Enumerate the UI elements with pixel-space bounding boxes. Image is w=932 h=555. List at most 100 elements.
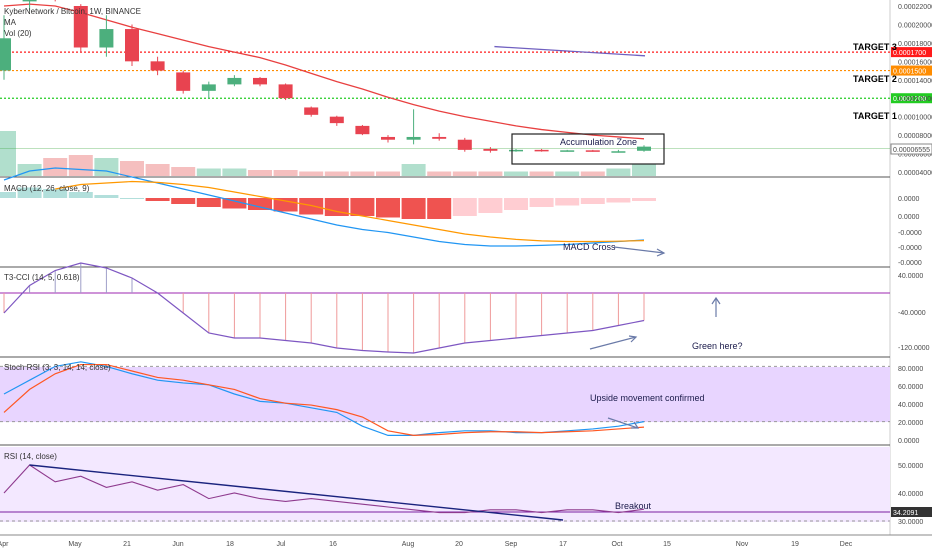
volume-bar	[555, 171, 580, 176]
macd-hist-bar	[427, 198, 452, 219]
macd-tick-label: -0.0000	[898, 260, 922, 267]
macd-hist-bar	[0, 192, 16, 198]
price-tick-label: 0.00014000	[898, 78, 932, 85]
macd-cross-arrow	[613, 246, 666, 257]
cci-tick-label: -120.0000	[898, 345, 930, 352]
stoch-tick-label: 80.0000	[898, 366, 923, 373]
x-tick-label: May	[68, 541, 82, 548]
x-tick-label: 15	[663, 541, 671, 548]
macd-hist-bar	[171, 198, 196, 204]
rsi-value-badge	[891, 507, 932, 517]
macd-hist-bar	[632, 198, 656, 201]
candle-body	[227, 77, 242, 85]
macd-hist-bar	[324, 198, 349, 216]
candle-body	[560, 150, 575, 152]
rsi-value-label: 34.2091	[893, 510, 918, 517]
x-tick-label: Aug	[402, 541, 415, 548]
stoch-tick-label: 20.0000	[898, 420, 923, 427]
price-tick-label: 0.00020000	[898, 22, 932, 29]
stoch-arrow	[607, 417, 640, 429]
stoch-pane	[0, 361, 890, 437]
volume-bar	[452, 171, 477, 176]
macd-hist-bar	[504, 198, 528, 210]
x-tick-label: 19	[791, 541, 799, 548]
target-2-label: TARGET 2	[853, 74, 897, 84]
cci-tick-label: 40.0000	[898, 273, 923, 280]
rsi-band	[0, 447, 890, 522]
volume-bar	[222, 168, 247, 176]
candle-body	[406, 136, 421, 140]
volume-bar	[120, 161, 144, 176]
volume-bar	[299, 171, 324, 176]
x-tick-label: 16	[329, 541, 337, 548]
volume-bar	[171, 167, 196, 176]
candle-body	[22, 0, 37, 2]
x-tick-label: Apr	[0, 541, 9, 548]
volume-bar	[0, 131, 16, 176]
macd-hist-bar	[299, 198, 324, 215]
macd-tick-label: -0.0000	[898, 230, 922, 237]
target-price-badge	[891, 93, 932, 104]
target-price-label: 0.0001200	[893, 96, 926, 103]
last-price-label: 0.00006555	[893, 147, 930, 154]
macd-hist-bar	[248, 198, 272, 210]
price-tick-label: 0.00012000	[898, 96, 932, 103]
chart-title: KyberNetwork / Bitcoin, 1W, BINANCE	[4, 7, 141, 16]
price-tick-label: 0.00018000	[898, 41, 932, 48]
price-tick-label: 0.00004000	[898, 170, 932, 177]
rsi-tick-label: 50.0000	[898, 463, 923, 470]
macd-hist-bar	[222, 198, 247, 209]
macd-hist-bar	[376, 198, 400, 218]
volume-bar	[580, 171, 605, 176]
stoch-tick-label: 40.0000	[898, 402, 923, 409]
candle-body	[150, 61, 165, 71]
main-pane: 0.0001700 0.0001500 0.0001200	[0, 0, 932, 176]
volume-label: Vol (20)	[4, 29, 32, 38]
accumulation-box	[511, 133, 665, 165]
axes: 0.00022000 0.00020000 0.00018000 0.00016000…	[0, 4, 932, 548]
candle-body	[432, 136, 447, 139]
cci-trend-arrow	[589, 335, 638, 350]
upside-label: Upside movement confirmed	[590, 393, 705, 403]
x-tick-label: Jun	[172, 541, 183, 548]
stoch-tick-label: 0.0000	[898, 438, 920, 445]
x-tick-label: Jul	[277, 541, 286, 548]
volume-bar	[478, 171, 503, 176]
candle-body	[125, 29, 139, 62]
macd-hist-bar	[350, 198, 375, 216]
x-tick-label: Nov	[736, 541, 749, 548]
stoch-d-line	[3, 363, 645, 437]
target-1-label: TARGET 1	[853, 111, 897, 121]
accumulation-label: Accumulation Zone	[560, 137, 637, 147]
rsi-pane	[0, 464, 890, 522]
x-tick-label: 18	[226, 541, 234, 548]
candle-body	[99, 29, 114, 48]
rsi-tick-label: 40.0000	[898, 491, 923, 498]
volume-bar	[350, 171, 375, 176]
macd-hist-bar	[94, 195, 119, 198]
price-tick-label: 0.00010000	[898, 115, 932, 122]
macd-tick-label: 0.0000	[898, 196, 920, 203]
macd-hist-bar	[401, 198, 426, 219]
green-here-label: Green here?	[692, 341, 743, 351]
candle-body	[0, 38, 11, 71]
x-tick-label: 21	[123, 541, 131, 548]
macd-hist-bar	[145, 198, 170, 201]
macd-hist-bar	[555, 198, 580, 206]
macd-hist-bar	[120, 198, 144, 199]
x-tick-label: 17	[559, 541, 567, 548]
x-tick-label: Oct	[612, 541, 623, 548]
macd-hist-bar	[606, 198, 631, 203]
candle-body	[253, 77, 267, 85]
candle-body	[509, 149, 523, 152]
volume-bar	[324, 171, 349, 176]
candle-body	[176, 72, 191, 91]
x-tick-label: 20	[455, 541, 463, 548]
macd-hist-bar	[273, 198, 298, 212]
price-tick-label: 0.00006000	[898, 152, 932, 159]
ma-line	[3, 3, 645, 140]
target-3-label: TARGET 3	[853, 42, 897, 52]
stoch-label: Stoch RSI (3, 3, 14, 14, close)	[4, 363, 111, 372]
candle-body	[278, 84, 293, 99]
